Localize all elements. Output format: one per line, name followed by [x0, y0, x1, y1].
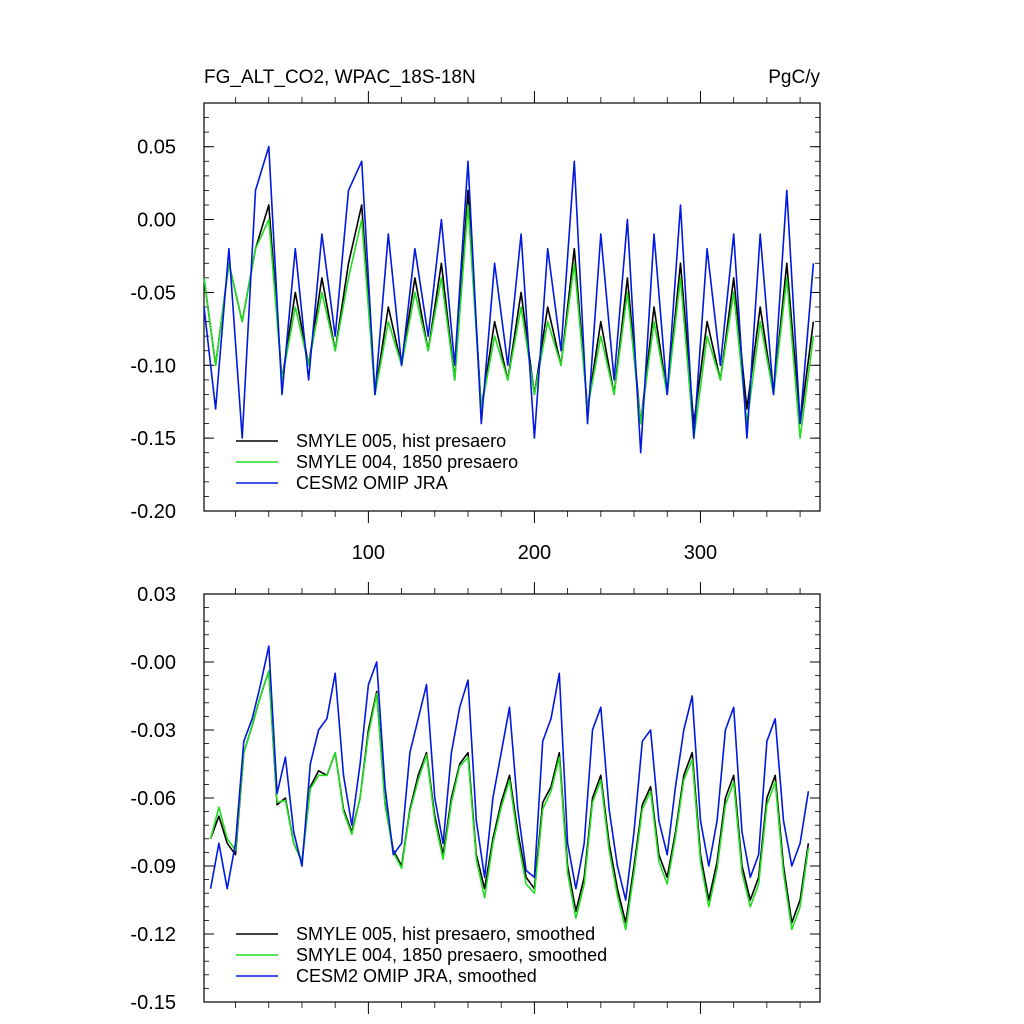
y-tick-label: -0.05	[130, 282, 176, 304]
x-tick-label: 300	[684, 542, 717, 564]
chart-title: FG_ALT_CO2, WPAC_18S-18N	[204, 67, 476, 88]
series-line-3	[209, 645, 810, 901]
y-tick-label: 0.00	[137, 210, 176, 232]
legend-label: SMYLE 005, hist presaero	[296, 431, 506, 451]
series-line-2	[203, 204, 815, 439]
top-plot: -0.20 -0.15 -0.10 -0.05 0.00 0.05 100 200 300 SMY…	[130, 91, 820, 564]
series-line-2	[209, 670, 810, 931]
y-tick-label: -0.06	[130, 788, 176, 810]
legend-label: SMYLE 004, 1850 presaero, smoothed	[296, 945, 607, 965]
y-tick-label: -0.00	[130, 652, 176, 674]
legend-label: SMYLE 005, hist presaero, smoothed	[296, 924, 595, 944]
y-tick-label: 0.03	[137, 584, 176, 606]
y-tick-label: 0.05	[137, 137, 176, 159]
series-line-1	[209, 670, 810, 924]
y-tick-label: -0.15	[130, 428, 176, 450]
x-tick-label: 100	[352, 542, 385, 564]
y-tick-label: -0.20	[130, 501, 176, 523]
bottom-plot: -0.15 -0.12 -0.09 -0.06 -0.03 -0.00 0.03 SMYLE …	[130, 582, 820, 1014]
legend-label: CESM2 OMIP JRA	[296, 473, 448, 493]
legend-label: CESM2 OMIP JRA, smoothed	[296, 966, 537, 986]
y-tick-label: -0.15	[130, 992, 176, 1014]
series-line-3	[203, 145, 815, 454]
chart-units: PgC/y	[768, 67, 820, 88]
y-tick-label: -0.03	[130, 720, 176, 742]
y-tick-label: -0.10	[130, 355, 176, 377]
x-tick-label: 200	[518, 542, 551, 564]
y-tick-label: -0.09	[130, 856, 176, 878]
legend-label: SMYLE 004, 1850 presaero	[296, 452, 518, 472]
y-tick-label: -0.12	[130, 924, 176, 946]
